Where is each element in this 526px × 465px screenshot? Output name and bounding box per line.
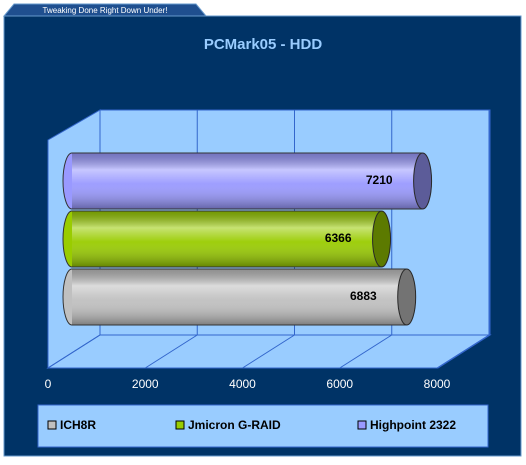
bar-outline [72, 152, 423, 210]
data-label: 6366 [325, 231, 352, 245]
legend-box [37, 404, 489, 448]
x-tick-label: 6000 [326, 377, 353, 391]
floor-grid-line [144, 334, 198, 369]
x-tick-label: 2000 [132, 377, 159, 391]
x-tick-label: 8000 [424, 377, 451, 391]
bar-end [397, 268, 417, 326]
floor-grid-line [436, 334, 490, 369]
floor-grid-line [47, 334, 101, 369]
legend-swatch [357, 420, 367, 430]
data-label: 7210 [366, 173, 393, 187]
x-tick-label: 4000 [229, 377, 256, 391]
bar-end-shade [413, 153, 432, 209]
bar-end [413, 152, 433, 210]
legend-label: ICH8R [60, 418, 96, 432]
bar-shade [72, 153, 423, 209]
bar-outline [72, 210, 382, 268]
bar-shade [72, 211, 382, 267]
banner-tab [2, 3, 208, 17]
data-label: 6883 [350, 289, 377, 303]
x-tick-label: 0 [45, 377, 52, 391]
bar-end-shade [372, 211, 391, 267]
bar-end-shade [397, 269, 416, 325]
banner: Tweaking Done Right Down Under! [43, 6, 168, 15]
chart-title: PCMark05 - HDD [204, 36, 323, 53]
bar-shade [72, 269, 407, 325]
bar-end [372, 210, 392, 268]
bar-outline [72, 268, 407, 326]
legend-swatch [47, 420, 57, 430]
legend-label: Highpoint 2322 [370, 418, 456, 432]
floor-grid-line [339, 334, 393, 369]
legend-label: Jmicron G-RAID [188, 418, 281, 432]
floor-grid-line [242, 334, 295, 369]
legend-swatch [175, 420, 185, 430]
